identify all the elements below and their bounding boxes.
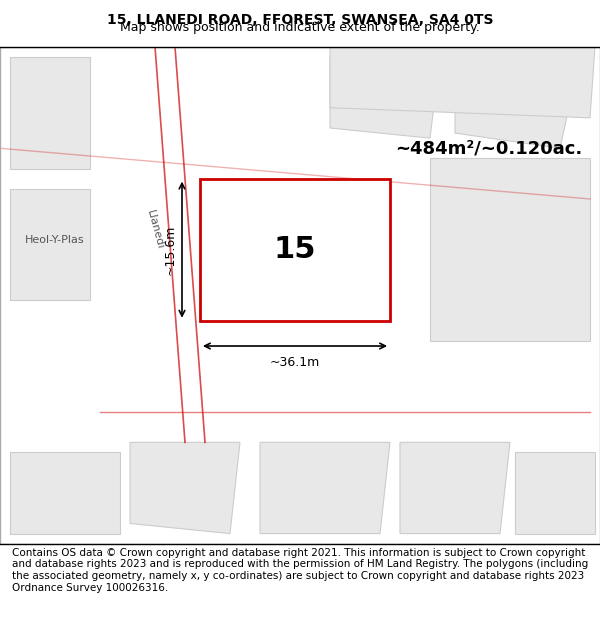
- Text: Map shows position and indicative extent of the property.: Map shows position and indicative extent…: [120, 21, 480, 34]
- Text: ~484m²/~0.120ac.: ~484m²/~0.120ac.: [395, 139, 582, 158]
- Text: Heol-Y-Plas: Heol-Y-Plas: [25, 234, 85, 244]
- Text: ~36.1m: ~36.1m: [270, 356, 320, 369]
- Polygon shape: [330, 57, 440, 138]
- Bar: [200, 179, 390, 321]
- Text: 15, LLANEDI ROAD, FFOREST, SWANSEA, SA4 0TS: 15, LLANEDI ROAD, FFOREST, SWANSEA, SA4 …: [107, 13, 493, 27]
- Text: Llanedi: Llanedi: [145, 209, 165, 250]
- Polygon shape: [455, 57, 580, 148]
- Text: ~15.6m: ~15.6m: [164, 224, 177, 275]
- Text: Contains OS data © Crown copyright and database right 2021. This information is : Contains OS data © Crown copyright and d…: [12, 548, 588, 592]
- Polygon shape: [10, 57, 90, 169]
- Text: 15: 15: [274, 235, 316, 264]
- Polygon shape: [10, 452, 120, 534]
- Polygon shape: [260, 442, 390, 534]
- Polygon shape: [430, 158, 590, 341]
- Polygon shape: [330, 47, 595, 118]
- Polygon shape: [130, 442, 240, 534]
- Polygon shape: [515, 452, 595, 534]
- Polygon shape: [10, 189, 90, 301]
- Polygon shape: [400, 442, 510, 534]
